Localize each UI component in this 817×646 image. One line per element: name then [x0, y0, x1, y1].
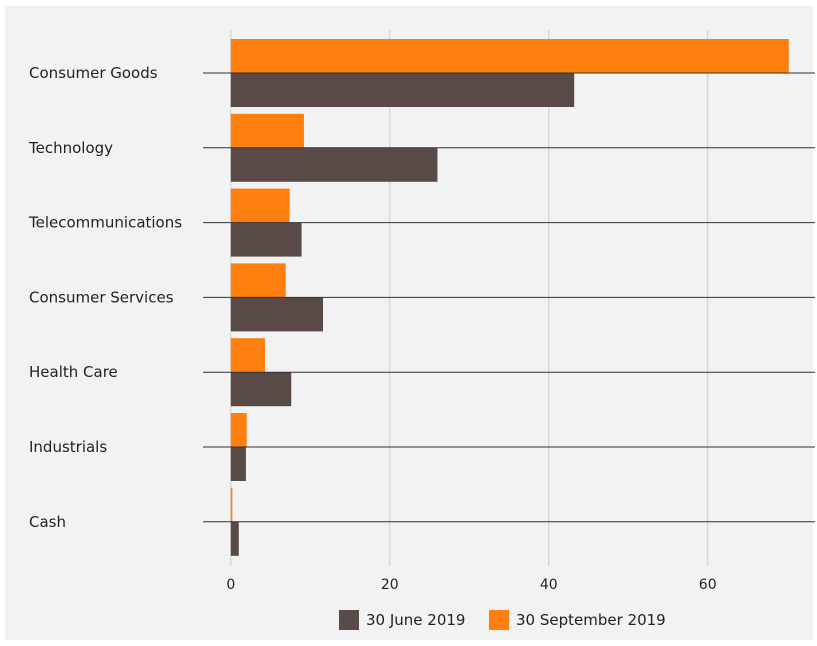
category-separators	[203, 72, 815, 523]
x-tick-label: 40	[540, 577, 558, 593]
legend: 30 June 2019 30 September 2019	[339, 610, 666, 630]
category-label: Consumer Goods	[29, 64, 158, 82]
x-tick-label: 60	[699, 577, 717, 593]
category-label: Consumer Services	[29, 288, 174, 306]
bar-30-june-2019	[230, 147, 438, 182]
legend-label: 30 June 2019	[366, 611, 465, 629]
category-labels: Consumer Goods Technology Telecommunicatio…	[28, 64, 182, 531]
bars	[230, 39, 789, 556]
bar-30-september-2019	[230, 338, 265, 373]
legend-label: 30 September 2019	[516, 611, 666, 629]
category-label: Health Care	[29, 363, 118, 381]
bar-30-june-2019	[230, 297, 324, 332]
category-label: Technology	[28, 139, 113, 157]
category-label: Industrials	[29, 438, 107, 456]
x-tick-label: 0	[226, 577, 235, 593]
category-label: Cash	[29, 513, 66, 531]
chart-panel	[5, 6, 813, 640]
category-label: Telecommunications	[28, 214, 182, 232]
bar-30-september-2019	[230, 39, 789, 73]
bar-30-june-2019	[230, 447, 246, 481]
bar-30-june-2019	[230, 222, 302, 257]
bar-30-june-2019	[230, 73, 575, 107]
x-axis-tick-labels: 0 20 40 60	[226, 577, 716, 593]
bar-30-september-2019	[230, 487, 233, 522]
legend-swatch	[339, 610, 359, 630]
bar-30-june-2019	[230, 521, 239, 556]
bar-30-september-2019	[230, 113, 304, 148]
legend-swatch	[489, 610, 509, 630]
bar-30-september-2019	[230, 263, 286, 298]
bar-30-september-2019	[230, 188, 290, 223]
x-tick-label: 20	[381, 577, 399, 593]
bar-30-june-2019	[230, 372, 292, 407]
bar-30-september-2019	[230, 413, 247, 447]
